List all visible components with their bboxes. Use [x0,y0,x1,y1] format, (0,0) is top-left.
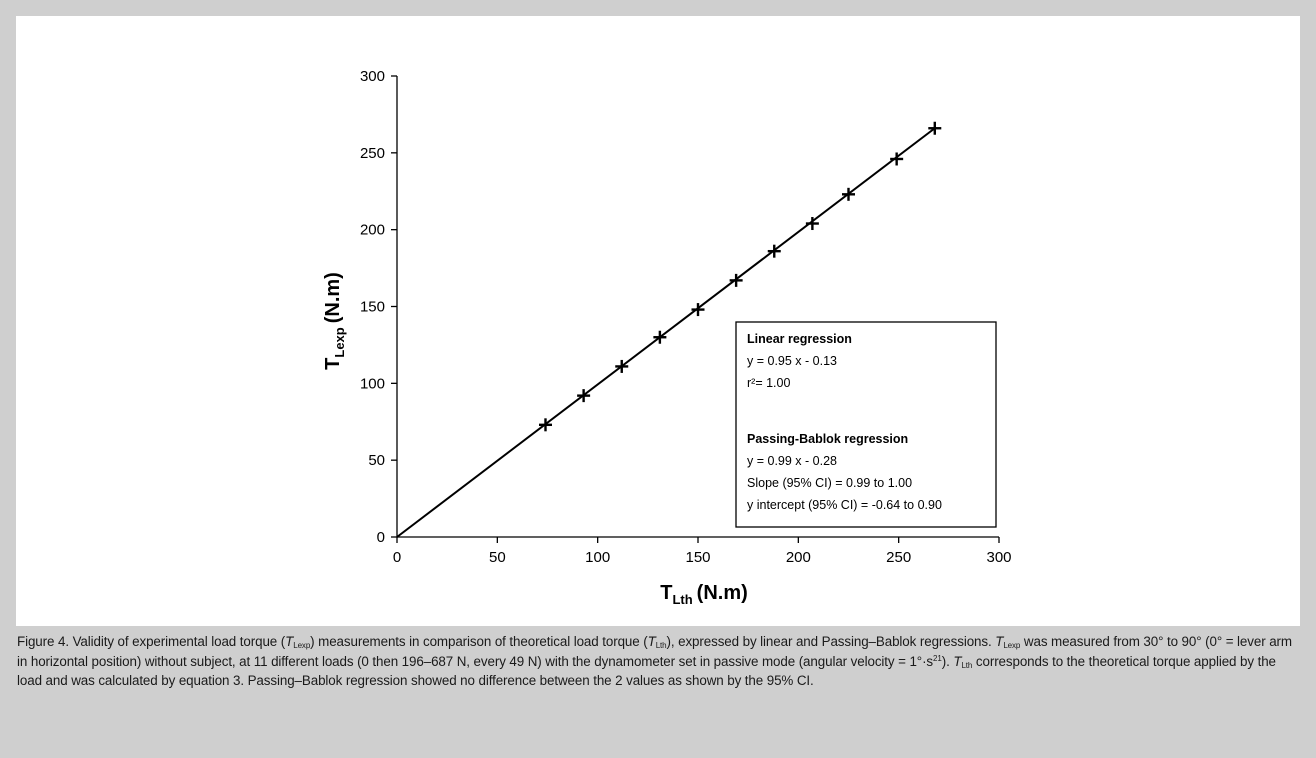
y-tick-label: 250 [360,145,385,162]
data-point [928,121,942,135]
data-point [890,152,904,166]
data-point [615,359,629,373]
axis-ticks: 0 50 100 150 200 250 300 0 50 100 150 200 250 300 [360,68,1012,566]
legend-linear-equation: y = 0.95 x - 0.13 [747,354,837,368]
x-tick-label: 0 [393,549,401,566]
legend-pb-title: Passing-Bablok regression [747,432,908,446]
legend-box: Linear regression y = 0.95 x - 0.13 r²= … [735,321,997,528]
legend-pb-intercept: y intercept (95% CI) = -0.64 to 0.90 [747,498,942,512]
data-point [577,389,591,403]
x-tick-label: 300 [986,549,1011,566]
scatter-chart: 0 50 100 150 200 250 300 0 50 100 150 200 250 300 TLe… [322,68,1012,607]
y-tick-label: 150 [360,299,385,316]
y-tick-label: 0 [377,529,385,546]
x-tick-label: 100 [585,549,610,566]
data-points [538,121,942,432]
data-point [538,418,552,432]
y-axis-title: TLexp(N.m) [322,272,347,370]
data-point [767,244,781,258]
y-tick-label: 50 [368,452,385,469]
x-tick-label: 200 [786,549,811,566]
x-tick-label: 250 [886,549,911,566]
figure-panel: 0 50 100 150 200 250 300 0 50 100 150 200 250 300 TLe… [16,16,1300,626]
data-point [653,330,667,344]
x-tick-label: 50 [489,549,506,566]
data-point [691,303,705,317]
x-tick-label: 150 [685,549,710,566]
legend-linear-title: Linear regression [747,332,852,346]
y-tick-label: 200 [360,222,385,239]
legend-linear-r2: r²= 1.00 [747,376,790,390]
legend-pb-equation: y = 0.99 x - 0.28 [747,454,837,468]
legend-pb-slope: Slope (95% CI) = 0.99 to 1.00 [747,476,912,490]
data-point [805,217,819,231]
data-point [729,273,743,287]
x-axis-title: TLth (N.m) [660,582,748,607]
figure-caption: Figure 4. Validity of experimental load … [17,634,1292,689]
y-tick-label: 300 [360,68,385,85]
data-point [842,187,855,201]
y-tick-label: 100 [360,375,385,392]
regression-line [396,127,936,538]
